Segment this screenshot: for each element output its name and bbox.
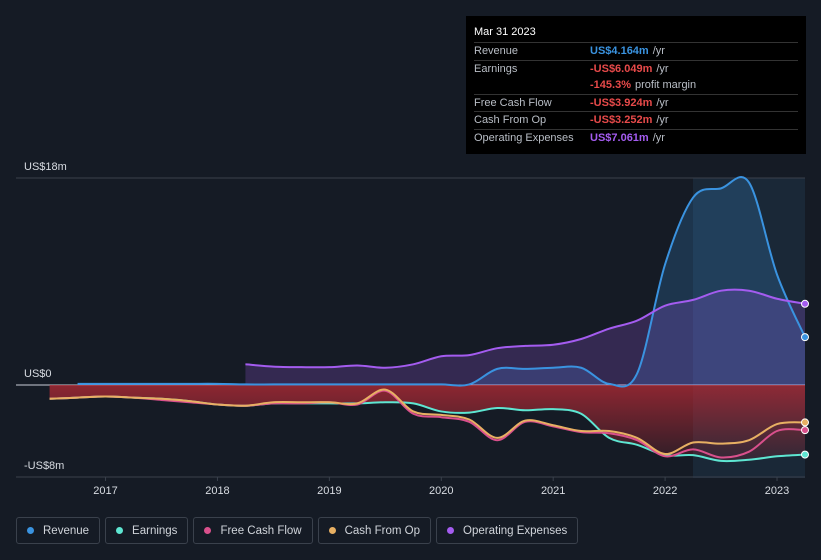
end-dot [801,450,809,459]
tooltip-row: Operating Expenses US$7.061m/yr [474,128,798,147]
tooltip-value: US$7.061m [590,131,649,144]
x-tick-label: 2017 [93,485,117,497]
x-tick-label: 2021 [541,485,565,497]
line [245,288,806,369]
chart: -US$8m US$0 US$18m 2017 2018 2019 2020 2021 2022… [16,161,809,497]
tooltip-unit: /yr [656,96,669,109]
area [77,177,805,387]
y-tick-label: US$18m [24,161,67,173]
tooltip-date: Mar 31 2023 [474,26,536,38]
tooltip-label: Cash From Op [474,114,547,126]
tooltip-unit: /yr [656,114,669,126]
tooltip-label: Revenue [474,45,519,57]
legend-label: Operating Expenses [463,524,568,537]
legend-item[interactable]: Earnings [105,517,189,544]
tooltip-label [474,77,590,94]
legend-item[interactable]: Cash From Op [317,517,432,544]
legend-dot [447,527,455,534]
tooltip-value: -145.3% [590,79,631,91]
y-tick-label: US$0 [24,368,52,380]
x-tick-label: 2020 [429,485,453,497]
legend-label: Cash From Op [344,524,421,537]
x-tick-label: 2022 [653,485,677,497]
x-tick-label: 2019 [317,485,341,497]
end-dot [801,333,809,342]
legend-item[interactable]: Free Cash Flow [193,517,313,544]
end-dot [801,426,809,435]
tooltip-value: -US$3.924m [590,96,653,109]
tooltip-row: Free Cash Flow -US$3.924m/yr [474,93,798,112]
tooltip: Mar 31 2023 Revenue US$4.164m/yr Earnings -… [466,16,806,154]
tooltip-value: US$4.164m [590,45,649,57]
line [49,388,806,456]
line [49,389,806,459]
legend-item[interactable]: Revenue [16,517,101,544]
tooltip-unit: /yr [656,62,669,75]
x-tick-label: 2023 [765,485,789,497]
tooltip-label: Free Cash Flow [474,96,552,109]
legend-dot [116,527,124,534]
legend-dot [27,527,34,534]
tooltip-unit: /yr [652,45,665,57]
legend-dot [328,527,336,534]
tooltip-row: -145.3% profit margin [474,77,798,94]
legend-label: Revenue [43,524,90,537]
area [49,385,806,462]
legend: Revenue Earnings Free Cash Flow Cash From O… [16,517,579,544]
y-tick-label: -US$8m [24,460,64,472]
tooltip-row: Cash From Op -US$3.252m/yr [474,111,798,129]
tooltip-label: Operating Expenses [474,131,574,144]
tooltip-value: -US$3.252m [590,114,653,126]
tooltip-unit: profit margin [634,79,697,91]
tooltip-unit: /yr [652,131,665,144]
legend-item[interactable]: Operating Expenses [436,517,579,544]
tooltip-label: Earnings [474,62,518,75]
line [77,176,806,388]
tooltip-value: -US$6.049m [590,62,653,75]
tooltip-row: Revenue US$4.164m/yr [474,42,798,60]
area [245,289,805,385]
legend-label: Free Cash Flow [220,524,302,537]
tooltip-row: Earnings -US$6.049m/yr [474,59,798,78]
legend-dot [204,527,212,534]
legend-label: Earnings [132,524,178,537]
x-tick-label: 2018 [205,485,229,497]
end-dot [801,299,809,308]
end-dot [801,418,809,427]
